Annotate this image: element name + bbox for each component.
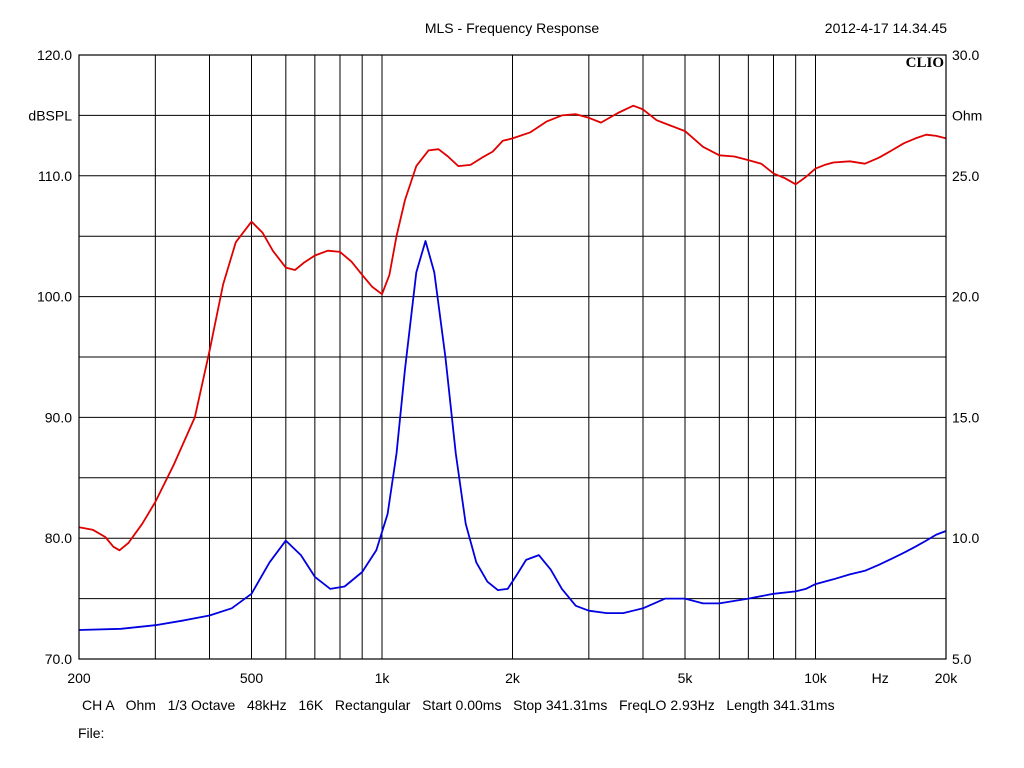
- plot-frame: [78, 54, 947, 660]
- series: [78, 104, 947, 631]
- measurement-info: CH A Ohm 1/3 Octave 48kHz 16K Rectangula…: [82, 697, 835, 713]
- window-label: Rectangular: [334, 697, 411, 713]
- left-tick-label: 70.0: [45, 651, 72, 667]
- right-tick-label: 10.0: [952, 530, 979, 546]
- sample-rate-label: 48kHz: [246, 697, 287, 713]
- file-label: File:: [78, 725, 105, 741]
- x-tick-label: 1k: [375, 670, 391, 686]
- x-tick-label: 20k: [935, 670, 959, 686]
- channel-label: CH A: [82, 697, 114, 713]
- right-tick-label: 20.0: [952, 289, 979, 305]
- x-tick-label: 500: [240, 670, 264, 686]
- left-tick-label: 120.0: [37, 47, 72, 63]
- left-tick-label: 90.0: [45, 409, 72, 425]
- x-tick-label: 2k: [505, 670, 521, 686]
- left-tick-label: 80.0: [45, 530, 72, 546]
- unit-label: Ohm: [125, 697, 156, 713]
- timestamp: 2012-4-17 14.34.45: [825, 20, 947, 36]
- length-label: Length 341.31ms: [726, 697, 835, 713]
- freqlo-label: FreqLO 2.93Hz: [618, 697, 715, 713]
- left-tick-label: 110.0: [38, 168, 72, 184]
- x-axis-unit: Hz: [872, 670, 889, 686]
- spl-curve: [78, 104, 947, 552]
- right-tick-label: 25.0: [952, 168, 979, 184]
- impedance-curve: [78, 240, 947, 631]
- x-tick-label: 200: [67, 670, 91, 686]
- right-tick-label: 15.0: [952, 409, 979, 425]
- smoothing-label: 1/3 Octave: [167, 697, 236, 713]
- x-tick-label: 10k: [804, 670, 828, 686]
- clio-logo-text: CLIO: [906, 55, 944, 71]
- start-label: Start 0.00ms: [422, 697, 502, 713]
- right-tick-label: 5.0: [952, 651, 972, 667]
- right-tick-label: 30.0: [952, 47, 979, 63]
- grid: [79, 55, 946, 659]
- left-tick-label: 100.0: [37, 289, 72, 305]
- x-tick-label: 5k: [678, 670, 694, 686]
- axes: 70.0 80.0 90.0 100.0 110.0 120.0 5.0 10.0 15.0 20…: [28, 47, 982, 686]
- stop-label: Stop 341.31ms: [513, 697, 608, 713]
- right-axis-unit: Ohm: [952, 107, 982, 123]
- chart-title: MLS - Frequency Response: [425, 20, 600, 36]
- size-label: 16K: [298, 697, 324, 713]
- left-axis-unit: dBSPL: [28, 107, 72, 123]
